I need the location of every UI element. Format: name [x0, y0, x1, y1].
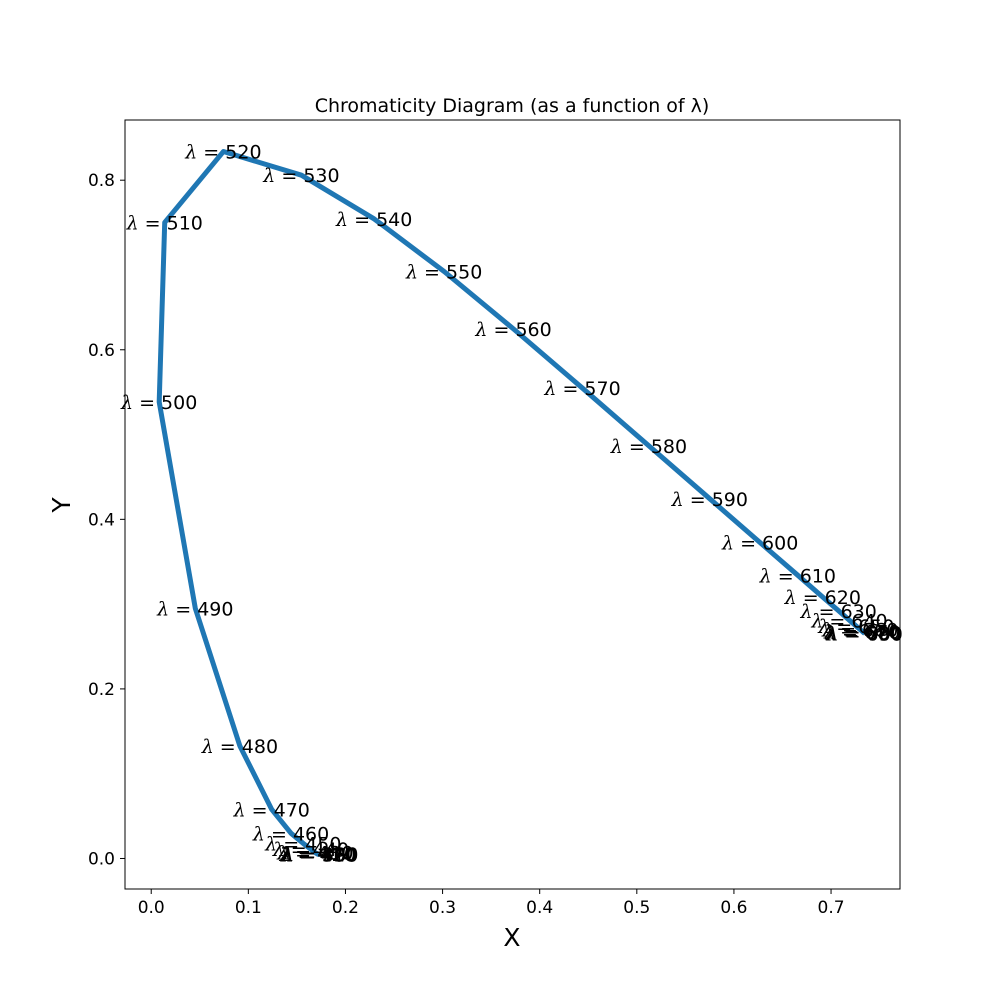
wavelength-label: λ = 700 [826, 624, 903, 646]
x-tick-label: 0.4 [526, 898, 553, 918]
wavelength-label: λ = 430 [276, 843, 353, 865]
y-axis: 0.0 0.2 0.4 0.6 0.8 [88, 171, 125, 869]
wavelength-label: λ = 630 [800, 601, 877, 623]
wavelength-label: λ = 580 [610, 436, 687, 458]
wavelength-label: λ = 510 [126, 212, 203, 234]
spectral-locus-line [156, 149, 867, 857]
x-axis-label: X [503, 923, 520, 952]
wavelength-label: λ = 610 [759, 565, 836, 587]
x-tick-label: 0.6 [720, 898, 747, 918]
wavelength-label: λ = 590 [671, 489, 748, 511]
wavelength-label: λ = 640 [810, 610, 887, 632]
y-axis-label: Y [47, 497, 76, 514]
y-tick-label: 0.6 [88, 341, 115, 361]
plot-layer [156, 149, 867, 857]
wavelength-label: λ = 470 [233, 799, 310, 821]
x-tick-label: 0.7 [818, 898, 845, 918]
y-tick-label: 0.8 [88, 171, 115, 191]
wavelength-label: λ = 400 [280, 844, 357, 866]
wavelength-label: λ = 570 [543, 378, 620, 400]
wavelength-label: λ = 500 [120, 392, 197, 414]
y-tick-label: 0.4 [88, 510, 115, 530]
plot-frame [124, 119, 901, 890]
wavelength-label: λ = 690 [825, 623, 902, 645]
chart-title: Chromaticity Diagram (as a function of λ… [315, 95, 710, 117]
x-tick-label: 0.5 [623, 898, 650, 918]
wavelength-label: λ = 440 [272, 839, 349, 861]
wavelength-label: λ = 540 [335, 209, 412, 231]
wavelength-label: λ = 560 [474, 319, 551, 341]
wavelength-label: λ = 410 [280, 844, 357, 866]
x-tick-label: 0.1 [235, 898, 262, 918]
x-tick-label: 0.2 [332, 898, 359, 918]
wavelength-label: λ = 650 [817, 616, 894, 638]
wavelength-label: λ = 480 [201, 736, 278, 758]
x-tick-label: 0.0 [138, 898, 165, 918]
wavelength-label: λ = 380 [281, 844, 358, 866]
wavelength-label: λ = 550 [405, 262, 482, 284]
wavelength-label: λ = 660 [821, 620, 898, 642]
wavelength-label: λ = 460 [252, 823, 329, 845]
wavelength-label: λ = 680 [824, 622, 901, 644]
wavelength-label: λ = 670 [823, 621, 900, 643]
x-axis: 0.0 0.1 0.2 0.3 0.4 0.5 0.6 0.7 [138, 889, 845, 918]
wavelength-label: λ = 390 [281, 844, 358, 866]
y-tick-label: 0.0 [88, 849, 115, 869]
x-tick-label: 0.3 [429, 898, 456, 918]
wavelength-label: λ = 450 [264, 833, 341, 855]
wavelength-label: λ = 420 [279, 844, 356, 866]
wavelength-label: λ = 490 [156, 598, 233, 620]
wavelength-label: λ = 530 [262, 165, 339, 187]
wavelength-label: λ = 600 [721, 533, 798, 555]
wavelength-label: λ = 620 [784, 587, 861, 609]
y-tick-label: 0.2 [88, 680, 115, 700]
wavelength-label: λ = 520 [184, 142, 261, 164]
